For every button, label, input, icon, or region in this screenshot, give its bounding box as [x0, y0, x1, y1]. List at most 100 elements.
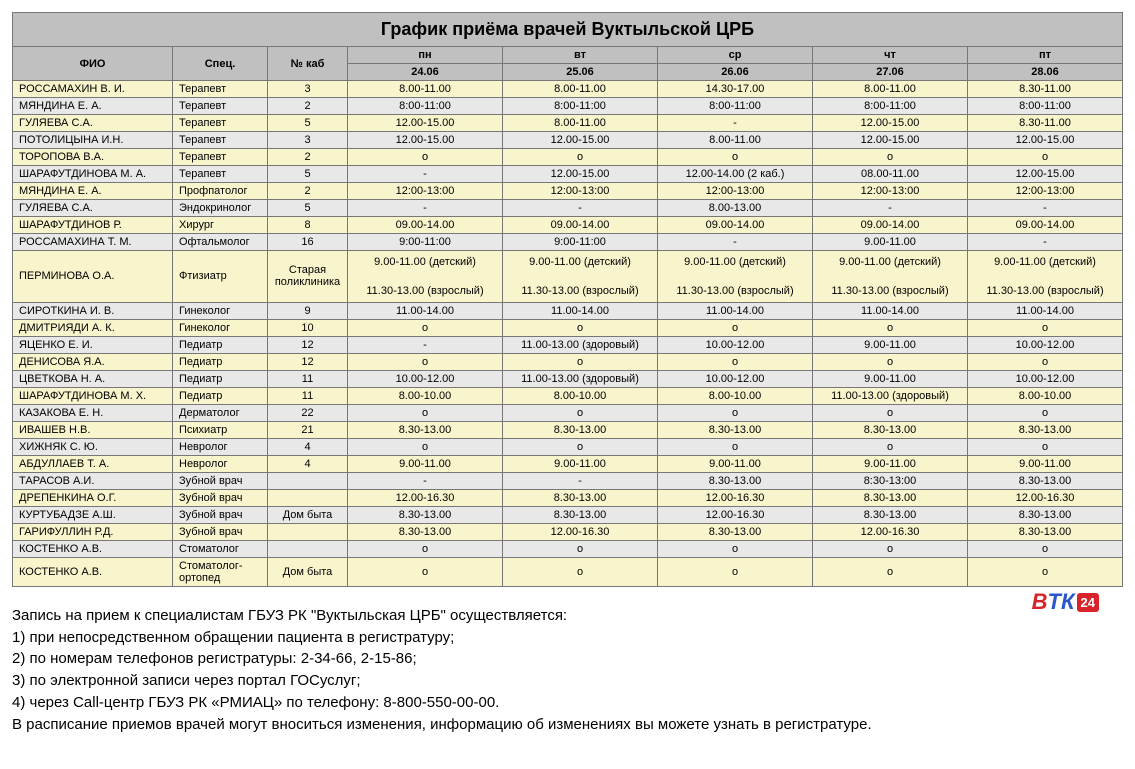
cell: 11.00-13.00 (здоровый): [813, 387, 968, 404]
cell: 09.00-14.00: [968, 217, 1123, 234]
table-row: КОСТЕНКО А.В.Стоматолог-ортопедДом бытао…: [13, 557, 1123, 586]
cell: МЯНДИНА Е. А.: [13, 183, 173, 200]
col-day: ср: [658, 47, 813, 64]
cell: 12:00-13:00: [968, 183, 1123, 200]
cell: о: [348, 404, 503, 421]
cell: -: [503, 200, 658, 217]
table-row: МЯНДИНА Е. А.Терапевт28:00-11:008:00-11:…: [13, 98, 1123, 115]
cell: 8:00-11:00: [658, 98, 813, 115]
cell: о: [658, 438, 813, 455]
cell: 8.30-13.00: [813, 421, 968, 438]
cell: 9.00-11.00: [813, 455, 968, 472]
cell: ГАРИФУЛЛИН Р.Д.: [13, 523, 173, 540]
cell: Гинеколог: [173, 302, 268, 319]
cell: [268, 472, 348, 489]
cell: 12:00-13:00: [503, 183, 658, 200]
cell: 12.00-15.00: [968, 132, 1123, 149]
col-date: 28.06: [968, 64, 1123, 81]
cell: Фтизиатр: [173, 251, 268, 303]
table-row: МЯНДИНА Е. А.Профпатолог212:00-13:0012:0…: [13, 183, 1123, 200]
cell: Дом быта: [268, 557, 348, 586]
cell: ТОРОПОВА В.А.: [13, 149, 173, 166]
cell: Терапевт: [173, 98, 268, 115]
cell: 12.00-15.00: [503, 166, 658, 183]
cell: 8.30-13.00: [968, 421, 1123, 438]
cell: Терапевт: [173, 132, 268, 149]
cell: 5: [268, 166, 348, 183]
table-row: ГУЛЯЕВА С.А.Эндокринолог5--8.00-13.00--: [13, 200, 1123, 217]
col-day: вт: [503, 47, 658, 64]
cell: 10: [268, 319, 348, 336]
cell: ИВАШЕВ Н.В.: [13, 421, 173, 438]
cell: 12:00-13:00: [813, 183, 968, 200]
cell: 16: [268, 234, 348, 251]
cell: 9.00-11.00: [348, 455, 503, 472]
cell: -: [813, 200, 968, 217]
table-row: КУРТУБАДЗЕ А.Ш.Зубной врачДом быта8.30-1…: [13, 506, 1123, 523]
schedule-table: График приёма врачей Вуктыльской ЦРБ ФИО…: [12, 12, 1123, 587]
cell: Педиатр: [173, 353, 268, 370]
cell: 8:00-11:00: [503, 98, 658, 115]
cell: о: [503, 149, 658, 166]
cell: Дерматолог: [173, 404, 268, 421]
cell: ШАРАФУТДИНОВА М. А.: [13, 166, 173, 183]
cell: 12.00-15.00: [813, 132, 968, 149]
cell: Офтальмолог: [173, 234, 268, 251]
cell: 9:00-11:00: [348, 234, 503, 251]
cell: 9.00-11.00: [813, 234, 968, 251]
cell: 8.00-11.00: [658, 132, 813, 149]
cell: 8:30-13:00: [813, 472, 968, 489]
table-row: РОССАМАХИН В. И.Терапевт38.00-11.008.00-…: [13, 81, 1123, 98]
cell: -: [348, 336, 503, 353]
cell: о: [813, 149, 968, 166]
cell: [268, 489, 348, 506]
cell: о: [503, 540, 658, 557]
cell: Профпатолог: [173, 183, 268, 200]
cell: о: [968, 353, 1123, 370]
cell: о: [658, 319, 813, 336]
cell: -: [658, 234, 813, 251]
cell: о: [348, 149, 503, 166]
table-row: ПЕРМИНОВА О.А.ФтизиатрСтарая поликлиника…: [13, 251, 1123, 303]
cell: 2: [268, 183, 348, 200]
cell: 8.30-13.00: [503, 489, 658, 506]
cell: 8.30-13.00: [968, 523, 1123, 540]
notes-block: Запись на прием к специалистам ГБУЗ РК "…: [12, 605, 1123, 736]
cell: Педиатр: [173, 387, 268, 404]
cell: 8.00-13.00: [658, 200, 813, 217]
cell: 8:00-11:00: [348, 98, 503, 115]
cell: 10.00-12.00: [968, 370, 1123, 387]
cell: 12.00-16.30: [658, 506, 813, 523]
cell: 11: [268, 370, 348, 387]
cell: 11.00-14.00: [658, 302, 813, 319]
note-line: 2) по номерам телефонов регистратуры: 2-…: [12, 648, 1123, 670]
col-date: 24.06: [348, 64, 503, 81]
cell: Стоматолог: [173, 540, 268, 557]
cell: 8.30-13.00: [813, 489, 968, 506]
cell: 8.30-11.00: [968, 81, 1123, 98]
cell: о: [658, 149, 813, 166]
cell: о: [968, 438, 1123, 455]
cell: 10.00-12.00: [658, 370, 813, 387]
cell: Педиатр: [173, 370, 268, 387]
cell: 8.30-13.00: [658, 523, 813, 540]
cell: 09.00-14.00: [348, 217, 503, 234]
cell: МЯНДИНА Е. А.: [13, 98, 173, 115]
cell: о: [348, 319, 503, 336]
cell: о: [813, 404, 968, 421]
cell: 12.00-16.30: [658, 489, 813, 506]
table-row: ГУЛЯЕВА С.А.Терапевт512.00-15.008.00-11.…: [13, 115, 1123, 132]
cell: 8.00-10.00: [968, 387, 1123, 404]
cell: 09.00-14.00: [658, 217, 813, 234]
col-date: 26.06: [658, 64, 813, 81]
cell: 8:00-11:00: [813, 98, 968, 115]
cell: Терапевт: [173, 81, 268, 98]
cell: 9: [268, 302, 348, 319]
table-row: ТОРОПОВА В.А.Терапевт2ооооо: [13, 149, 1123, 166]
cell: 12.00-15.00: [968, 166, 1123, 183]
cell: 8.00-11.00: [503, 81, 658, 98]
cell: ШАРАФУТДИНОВА М. Х.: [13, 387, 173, 404]
cell: о: [503, 557, 658, 586]
cell: о: [968, 540, 1123, 557]
cell: о: [503, 438, 658, 455]
